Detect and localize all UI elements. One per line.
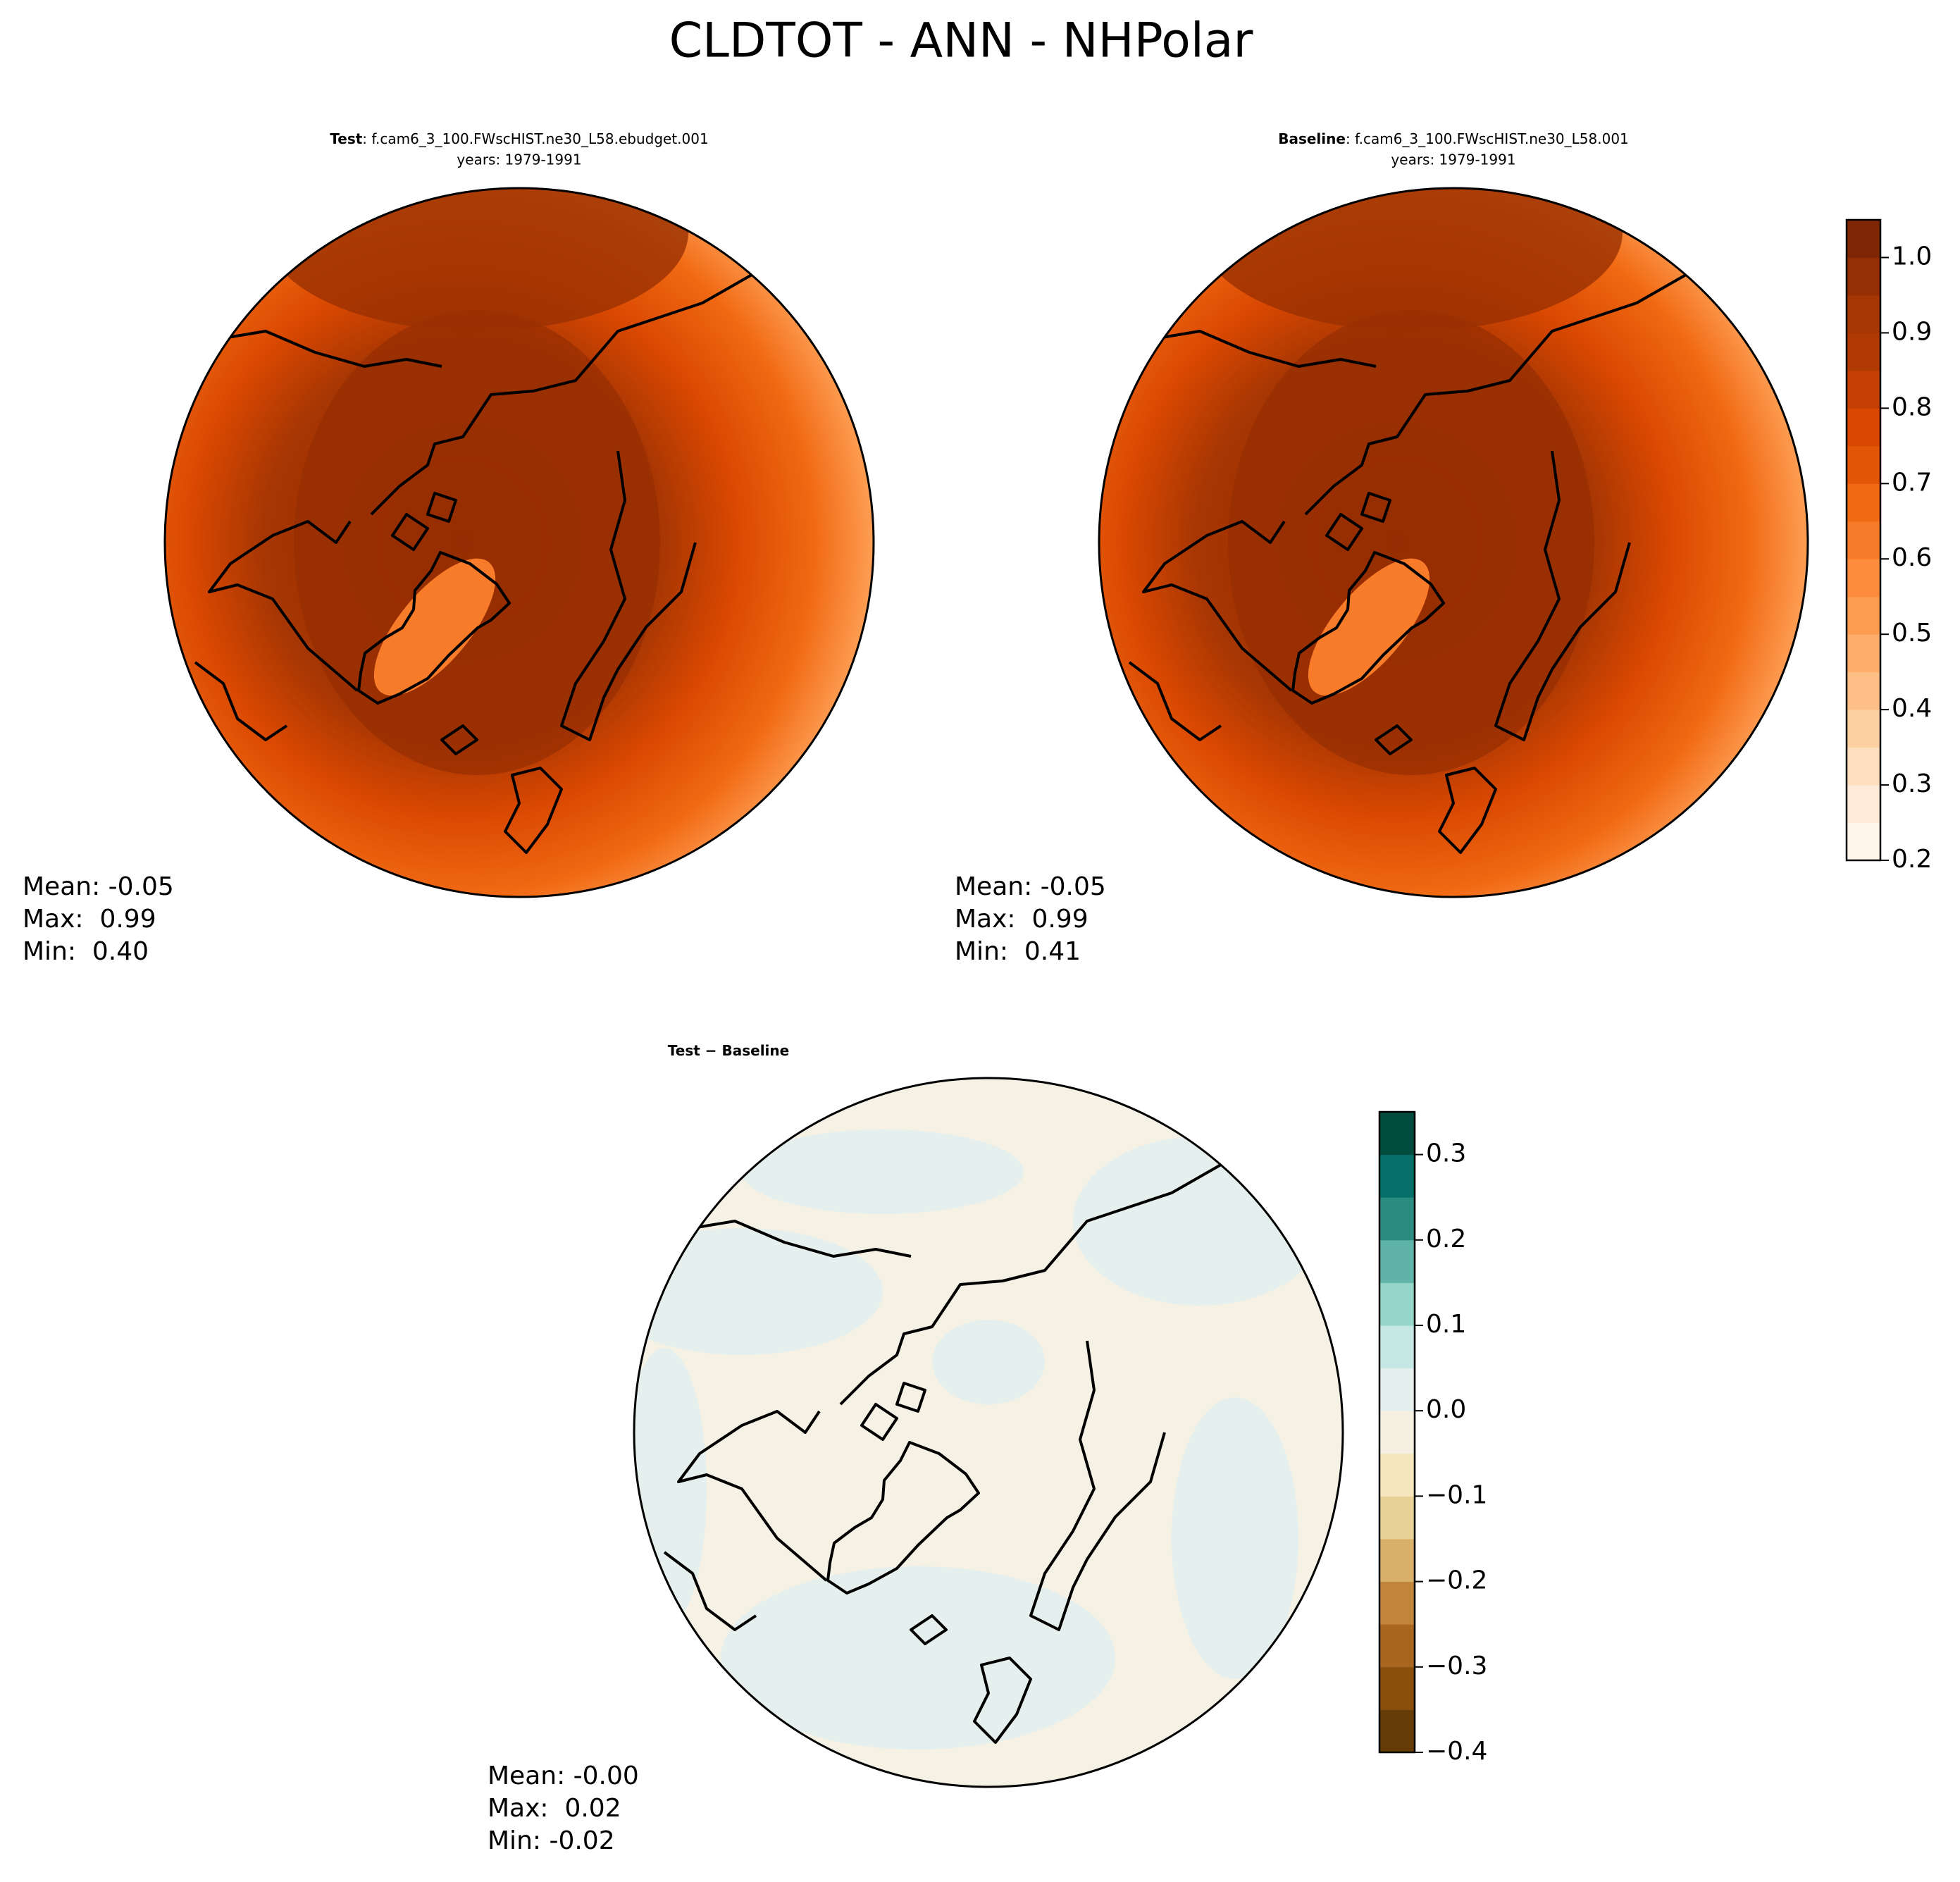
stat-text: Min: 0.41 [955, 937, 1081, 966]
colorbar-tick-label: −0.2 [1426, 1566, 1487, 1595]
colorbar-tick-label: −0.3 [1426, 1652, 1487, 1680]
map-fill-top [266, 188, 688, 331]
map-fill-patch [1073, 1137, 1327, 1306]
colorbar-frame [1378, 1110, 1416, 1754]
colorbar-band [1847, 521, 1880, 559]
polar-map [633, 1077, 1344, 1788]
colorbar-band [1379, 1411, 1415, 1454]
map-fill-patch [932, 1320, 1045, 1404]
colorbar-band [1847, 257, 1880, 296]
panel-title-rest: : f.cam6_3_100.FWscHIST.ne30_L58.001 [1346, 130, 1629, 147]
colorbar-band [1847, 220, 1880, 258]
stat-text: Max: 0.99 [23, 905, 156, 934]
panel-subtitle: years: 1979-1991 [457, 151, 581, 168]
panel-title: Test − Baseline [668, 1042, 789, 1059]
colorbar-tick-label: 0.0 [1426, 1395, 1466, 1424]
panel-title: Baseline: f.cam6_3_100.FWscHIST.ne30_L58… [1278, 130, 1629, 147]
colorbar-band [1847, 634, 1880, 673]
map-fill-patch [634, 1228, 883, 1355]
colorbar-band [1379, 1539, 1415, 1583]
map-fill-top [1200, 188, 1623, 331]
colorbar-tick-label: 0.9 [1892, 317, 1932, 346]
figure-title: CLDTOT - ANN - NHPolar [669, 13, 1253, 69]
colorbar-band [1379, 1496, 1415, 1540]
colorbar-band [1379, 1154, 1415, 1198]
colorbar-band [1847, 408, 1880, 447]
colorbar-tick-label: 0.3 [1426, 1139, 1466, 1168]
stat-text: Mean: -0.05 [955, 872, 1106, 901]
colorbar-band [1379, 1624, 1415, 1668]
colorbar-band [1847, 710, 1880, 748]
colorbar-tick-label: 0.7 [1892, 468, 1932, 497]
stat-text: Mean: -0.00 [488, 1762, 639, 1790]
panel-title-bold: Test [330, 130, 362, 147]
map-field [165, 188, 874, 897]
colorbar-band [1847, 596, 1880, 635]
panel-title-bold: Baseline [1278, 130, 1346, 147]
map-border [163, 187, 875, 898]
colorbar-band [1847, 671, 1880, 710]
map-fill-patch [1172, 1397, 1298, 1679]
stat-text: Max: 0.02 [488, 1794, 621, 1823]
panel-title: Test: f.cam6_3_100.FWscHIST.ne30_L58.ebu… [330, 130, 708, 147]
stat-text: Min: -0.02 [488, 1826, 615, 1855]
polar-map [163, 187, 875, 898]
colorbar-band [1847, 747, 1880, 786]
colorbar-tick-label: 0.2 [1426, 1225, 1466, 1253]
colorbar-tick-label: 0.2 [1892, 845, 1932, 874]
colorbar-frame [1845, 218, 1882, 862]
colorbar-band [1847, 333, 1880, 371]
colorbar-tick-label: 0.4 [1892, 694, 1932, 723]
colorbar-band [1379, 1453, 1415, 1497]
colorbar-tick-label: 0.3 [1892, 769, 1932, 798]
colorbar-band [1379, 1239, 1415, 1283]
colorbar-band [1847, 785, 1880, 824]
colorbar-tick-label: 0.5 [1892, 619, 1932, 648]
map-fill-patch [742, 1129, 1024, 1214]
colorbar-band [1847, 370, 1880, 409]
colorbar-band [1379, 1325, 1415, 1369]
colorbar-band [1847, 445, 1880, 484]
polar-map [1098, 187, 1809, 898]
colorbar-tick-label: 0.6 [1892, 543, 1932, 572]
map-fill-greenland [1308, 558, 1430, 696]
map-fill-patch [721, 1566, 1115, 1750]
map-fill-patch [634, 1348, 707, 1630]
colorbar-tick-label: 0.8 [1892, 392, 1932, 421]
colorbar-tick-label: −0.1 [1426, 1480, 1487, 1509]
colorbar-band [1379, 1112, 1415, 1156]
panel-title-bold: Test − Baseline [668, 1042, 789, 1059]
colorbar-band [1847, 295, 1880, 333]
panel-title-rest: : f.cam6_3_100.FWscHIST.ne30_L58.ebudget… [362, 130, 708, 147]
stat-text: Max: 0.99 [955, 905, 1088, 934]
map-field [634, 1078, 1343, 1787]
colorbar-band [1379, 1666, 1415, 1710]
colorbar-band [1379, 1368, 1415, 1411]
stat-text: Mean: -0.05 [23, 872, 174, 901]
colorbar-band [1847, 822, 1880, 861]
stat-text: Min: 0.40 [23, 937, 149, 966]
map-fill-core [1228, 310, 1594, 775]
colorbar-tick-label: 1.0 [1892, 242, 1932, 271]
colorbar-tick-label: 0.1 [1426, 1310, 1466, 1339]
colorbar-band [1379, 1197, 1415, 1241]
colorbar-band [1379, 1282, 1415, 1326]
colorbar-tick-label: −0.4 [1426, 1737, 1487, 1766]
colorbar-band [1379, 1581, 1415, 1625]
map-field [1099, 188, 1808, 897]
map-fill-greenland [373, 558, 496, 696]
colorbar-band [1379, 1709, 1415, 1753]
colorbar-band [1847, 559, 1880, 598]
panel-subtitle: years: 1979-1991 [1391, 151, 1515, 168]
map-border [1098, 187, 1809, 898]
map-fill-core [294, 310, 660, 775]
map-border [633, 1077, 1344, 1788]
colorbar-band [1847, 483, 1880, 522]
